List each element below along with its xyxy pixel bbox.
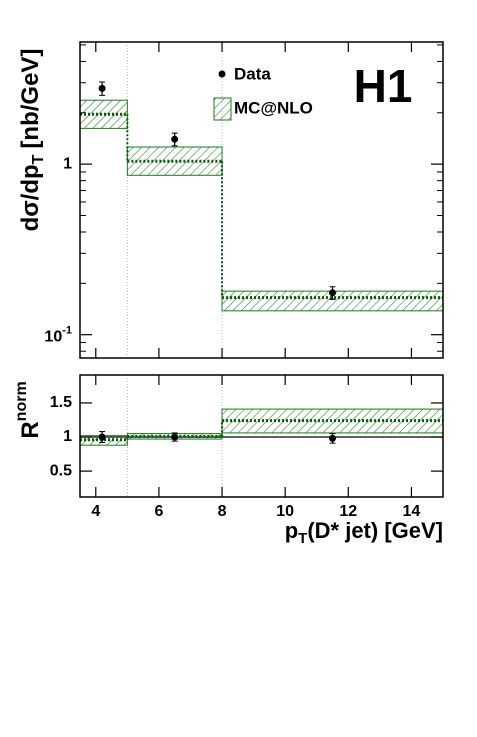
mc-band xyxy=(126,146,223,176)
y-tick-label: 1.5 xyxy=(50,394,72,411)
x-tick-label: 14 xyxy=(403,503,421,520)
y-axis-label: dσ/dpT [nb/GeV] xyxy=(17,49,47,232)
x-tick-label: 8 xyxy=(218,503,227,520)
y-axis-label: Rnorm xyxy=(13,381,44,438)
y-tick-label: 0.5 xyxy=(50,462,72,479)
y-label-sup: norm xyxy=(13,381,30,421)
data-point xyxy=(98,84,106,92)
frame xyxy=(79,41,444,359)
x-label-sub: T xyxy=(298,530,307,547)
x-label-rest: (D* jet) [GeV] xyxy=(307,518,443,543)
y-tick-label: 10-1 xyxy=(44,325,72,346)
plot-area xyxy=(80,42,443,358)
y-tick-label-exponent: -1 xyxy=(62,325,72,337)
y-tick-label: 1 xyxy=(63,428,72,445)
y-label-sub: T xyxy=(30,154,47,164)
x-axis-label: pT(D* jet) [GeV] xyxy=(285,518,443,547)
y-label-unit: [nb/GeV] xyxy=(17,49,44,149)
legend-swatch xyxy=(213,97,232,121)
data-point xyxy=(329,434,337,442)
frame xyxy=(79,374,444,498)
x-tick-label: 4 xyxy=(91,503,100,520)
annotation: H1 xyxy=(354,60,413,112)
data-point xyxy=(329,289,337,297)
data-point xyxy=(171,433,179,441)
x-label-main: p xyxy=(285,518,298,543)
legend-label: Data xyxy=(234,64,271,83)
y-label-main: dσ/dp xyxy=(17,164,44,231)
y-tick-label: 1 xyxy=(63,155,72,172)
data-point xyxy=(171,135,179,143)
x-tick-label: 12 xyxy=(339,503,357,520)
plot-area xyxy=(80,375,443,497)
y-label-main: R xyxy=(17,421,44,438)
x-tick-label: 10 xyxy=(276,503,294,520)
legend-label: MC@NLO xyxy=(234,98,313,117)
legend-marker xyxy=(218,70,226,78)
x-tick-label: 6 xyxy=(154,503,163,520)
data-point xyxy=(98,433,106,441)
y-tick-label-base: 10 xyxy=(44,329,62,346)
